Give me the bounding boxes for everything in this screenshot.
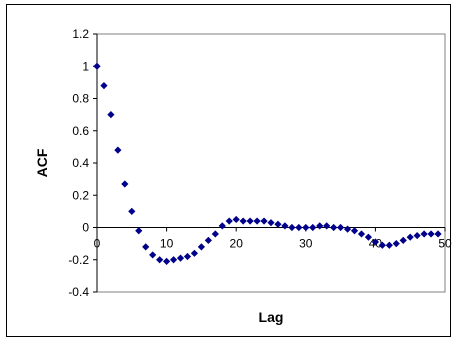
data-point (295, 223, 303, 232)
y-tick-label: 1 (82, 59, 89, 73)
data-point (323, 222, 331, 230)
data-point (330, 223, 338, 232)
data-point (114, 146, 122, 154)
data-point (135, 227, 143, 235)
data-point (309, 223, 317, 232)
data-point (211, 230, 219, 238)
data-point (169, 256, 178, 264)
data-point (93, 62, 101, 70)
data-point (406, 233, 414, 241)
data-point (288, 223, 296, 232)
data-point (281, 222, 289, 230)
data-point (121, 180, 129, 188)
chart-frame: -0.4-0.200.20.40.60.811.2 01020304050 AC… (6, 4, 452, 337)
data-points (93, 62, 442, 265)
y-tick-label: -0.4 (68, 285, 89, 299)
acf-scatter-plot: -0.4-0.200.20.40.60.811.2 01020304050 AC… (34, 27, 452, 325)
y-axis: -0.4 -0.2 0 0.2 0.4 0.6 0.8 1 1.2 (68, 27, 97, 299)
data-point (434, 230, 442, 238)
data-point (357, 230, 366, 238)
data-point (190, 249, 199, 257)
data-point (385, 241, 393, 249)
y-tick-label: 1.2 (72, 27, 89, 41)
data-point (392, 240, 400, 248)
plot-area (96, 33, 446, 293)
data-point (232, 215, 240, 224)
data-point (378, 241, 386, 249)
data-point (163, 257, 171, 265)
data-point (274, 220, 282, 228)
data-point (100, 82, 108, 90)
data-point (267, 219, 275, 227)
data-point (128, 207, 136, 215)
y-tick-label: 0.2 (72, 188, 89, 202)
x-tick-label: 30 (299, 237, 313, 251)
y-tick-label: 0.4 (72, 156, 89, 170)
data-point (176, 254, 185, 262)
y-tick-label: 0.6 (72, 124, 89, 138)
data-point (350, 227, 359, 235)
data-point (420, 230, 428, 238)
data-point (239, 217, 247, 225)
data-point (399, 236, 407, 244)
x-tick-label: 10 (160, 237, 174, 251)
data-point (225, 217, 233, 225)
data-point (204, 236, 212, 244)
y-tick-label: -0.2 (68, 253, 89, 267)
data-point (337, 223, 345, 232)
data-point (413, 231, 421, 240)
y-axis-label: ACF (34, 148, 50, 177)
data-point (156, 256, 164, 264)
data-point (343, 225, 352, 233)
data-point (371, 238, 379, 246)
y-tick-label: 0 (82, 221, 89, 235)
data-point (142, 243, 150, 251)
data-point (218, 222, 226, 230)
data-point (316, 222, 324, 230)
data-point (246, 217, 254, 225)
data-point (197, 243, 205, 251)
y-tick-label: 0.8 (72, 92, 89, 106)
data-point (427, 230, 435, 238)
x-axis-label: Lag (259, 309, 284, 325)
data-point (364, 233, 373, 241)
data-point (107, 111, 115, 119)
x-tick-label: 50 (438, 237, 452, 251)
data-point (302, 223, 310, 232)
x-tick-label: 20 (230, 237, 244, 251)
